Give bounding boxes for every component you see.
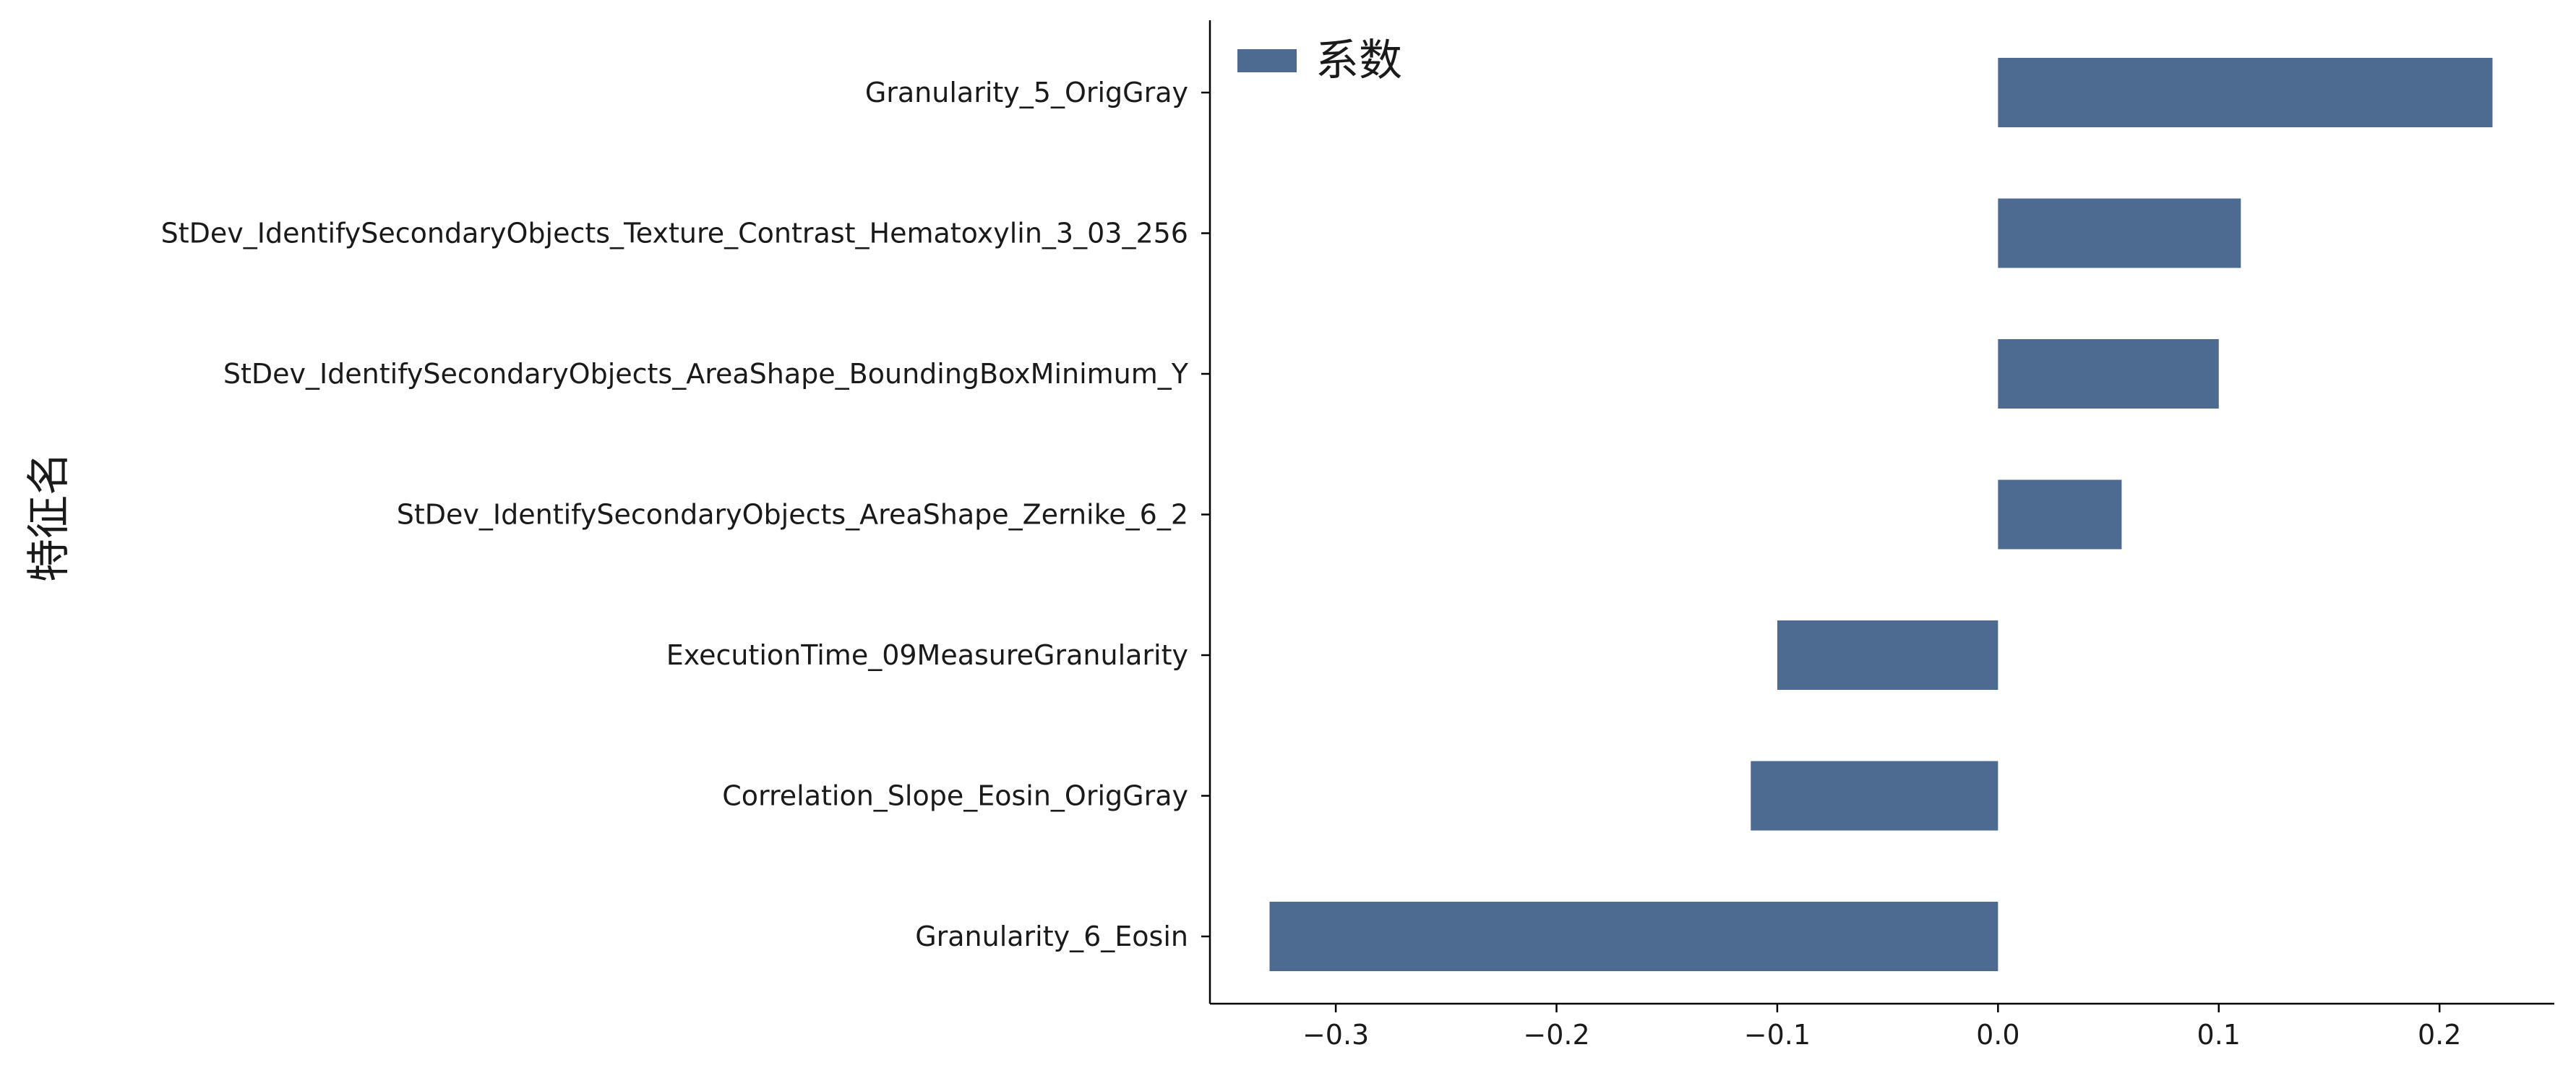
axes-layer — [1201, 20, 2554, 1012]
category-label: Granularity_6_Eosin — [915, 921, 1188, 952]
x-tick-label: −0.1 — [1744, 1019, 1811, 1051]
category-label: Correlation_Slope_Eosin_OrigGray — [722, 780, 1188, 812]
category-label: StDev_IdentifySecondaryObjects_Texture_C… — [161, 218, 1188, 249]
x-tick-label: −0.2 — [1523, 1019, 1589, 1051]
bar-6 — [1269, 902, 1998, 971]
x-tick-label: 0.2 — [2418, 1019, 2461, 1051]
bars-layer — [1269, 58, 2493, 971]
x-tick-label: −0.3 — [1302, 1019, 1369, 1051]
x-tick-label: 0.0 — [1976, 1019, 2019, 1051]
category-label: ExecutionTime_09MeasureGranularity — [666, 639, 1188, 671]
labels-layer: Granularity_5_OrigGray StDev_IdentifySeco… — [24, 77, 2461, 1051]
bar-0 — [1998, 58, 2493, 127]
bar-5 — [1751, 761, 1998, 831]
category-label: Granularity_5_OrigGray — [865, 77, 1188, 108]
x-tick-label: 0.1 — [2197, 1019, 2241, 1051]
legend-swatch — [1237, 49, 1297, 72]
legend-label: 系数 — [1315, 35, 1402, 86]
category-label: StDev_IdentifySecondaryObjects_AreaShape… — [397, 499, 1188, 531]
bar-4 — [1777, 620, 1998, 690]
bar-1 — [1998, 198, 2241, 268]
category-label: StDev_IdentifySecondaryObjects_AreaShape… — [223, 358, 1189, 390]
legend: 系数 — [1237, 35, 1402, 86]
bar-2 — [1998, 339, 2219, 409]
y-axis-title: 特征名 — [24, 452, 74, 582]
bar-3 — [1998, 479, 2122, 550]
